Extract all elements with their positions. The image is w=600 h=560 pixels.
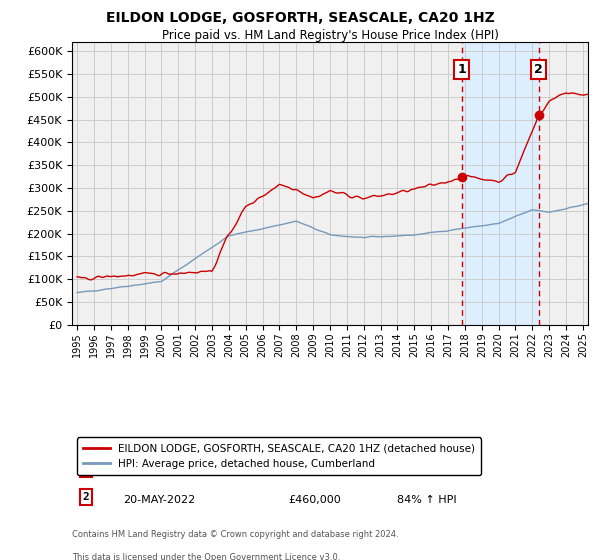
Text: 48% ↑ HPI: 48% ↑ HPI [397,467,457,477]
Text: 19-OCT-2017: 19-OCT-2017 [124,467,196,477]
Text: 1: 1 [82,464,89,474]
Text: £460,000: £460,000 [289,495,341,505]
Legend: EILDON LODGE, GOSFORTH, SEASCALE, CA20 1HZ (detached house), HPI: Average price,: EILDON LODGE, GOSFORTH, SEASCALE, CA20 1… [77,437,481,475]
Bar [461,42,539,325]
Text: This data is licensed under the Open Government Licence v3.0.: This data is licensed under the Open Gov… [72,553,340,560]
Text: 1: 1 [457,63,466,76]
Text: 2: 2 [82,492,89,502]
Title: Price paid vs. HM Land Registry's House Price Index (HPI): Price paid vs. HM Land Registry's House … [161,29,499,42]
Text: 2: 2 [535,63,543,76]
Text: 20-MAY-2022: 20-MAY-2022 [124,495,196,505]
Text: £325,000: £325,000 [289,467,341,477]
Text: 84% ↑ HPI: 84% ↑ HPI [397,495,457,505]
Text: Contains HM Land Registry data © Crown copyright and database right 2024.: Contains HM Land Registry data © Crown c… [72,530,398,539]
Text: EILDON LODGE, GOSFORTH, SEASCALE, CA20 1HZ: EILDON LODGE, GOSFORTH, SEASCALE, CA20 1… [106,11,494,25]
